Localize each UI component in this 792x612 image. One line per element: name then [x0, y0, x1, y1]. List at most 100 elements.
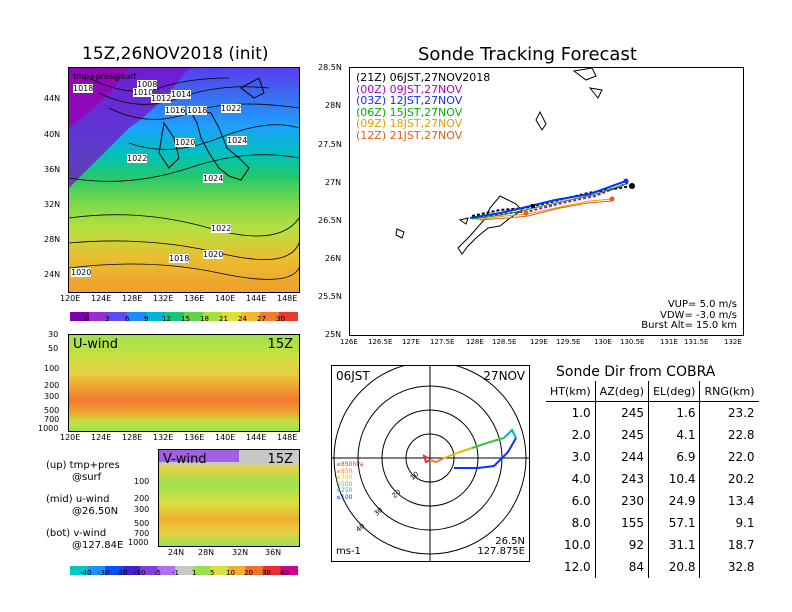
lat-label: 25N [325, 330, 342, 339]
lon-label: 148E [277, 294, 298, 303]
colorbar-swatch [105, 566, 124, 575]
legend-note-bot-line2: @127.84E [72, 540, 124, 551]
tracking-time-entry: (06Z) 15JST,27NOV [356, 105, 463, 119]
polar-level-entry: ≤100 [336, 493, 353, 501]
pressure-label: 200 [44, 381, 60, 390]
lat-label: 36N [44, 165, 61, 174]
table-cell: 1.0 [571, 406, 591, 420]
table-cell: 6.9 [648, 446, 700, 468]
table-cell: 243 [594, 468, 649, 490]
lon-label: 127.5E [430, 338, 455, 346]
colorbar-label: 24 [238, 315, 247, 323]
wind-colorbar-label: 5 [210, 569, 215, 577]
colorbar-swatch [184, 312, 204, 321]
colorbar-swatch [140, 566, 159, 575]
table-cell: 13.4 [699, 490, 759, 512]
colorbar-swatch [70, 566, 89, 575]
wind-colorbar-label: -40 [80, 569, 92, 577]
isobar-label: 1024 [203, 174, 224, 183]
tracking-time-entry: (09Z) 18JST,27NOV [356, 117, 463, 131]
table-row: 1.0 245 1.6 23.2 [546, 401, 759, 424]
temperature-colorbar [70, 306, 299, 321]
temperature-colorbar-swatches [70, 312, 299, 321]
lon-label: 120E [60, 433, 81, 442]
wind-colorbar-label: 40 [280, 569, 289, 577]
colorbar-swatch [157, 566, 176, 575]
lon-label: 136E [184, 294, 205, 303]
pressure-label: 700 [134, 529, 150, 538]
isobar-label: 1010 [133, 88, 154, 97]
polar-level-entry: ≥850hPa [336, 461, 364, 468]
pressure-label: 300 [134, 505, 150, 514]
colorbar-swatch [108, 312, 128, 321]
lon-label: 124E [91, 433, 112, 442]
table-cell: 2.0 [571, 428, 591, 442]
colorbar-label: 3 [105, 315, 110, 323]
lon-label: 126.5E [368, 338, 393, 346]
colorbar-swatch [70, 312, 90, 321]
isobar-label: 1020 [71, 268, 92, 277]
isobar-label: 1024 [227, 136, 248, 145]
pressure-label: 100 [134, 477, 150, 486]
colorbar-swatch [260, 312, 280, 321]
colorbar-label: 12 [162, 315, 171, 323]
isobar-label: 1020 [203, 250, 224, 259]
wind-colorbar-labels: -40 -30 -20 -10 -5 -1 1 5 10 20 30 40 [70, 569, 298, 579]
legend-note-mid-line2: @26.50N [72, 506, 119, 517]
polar-lat: 26.5N [495, 536, 525, 547]
colorbar-label: 0 [85, 315, 90, 323]
lat-label: 27.5N [318, 140, 342, 149]
isobar-label: 1014 [171, 90, 192, 99]
tracking-map: (21Z) 06JST,27NOV2018 (00Z) 09JST,27NOV … [349, 67, 744, 336]
polar-lon: 127.875E [477, 546, 525, 557]
colorbar-swatch [89, 312, 109, 321]
legend-notes: (up) tmp+pres @surf (mid) u-wind @26.50N… [46, 460, 123, 552]
pressure-label: 1000 [128, 538, 149, 547]
table-cell: 84 [594, 556, 649, 578]
lon-label: 129E [530, 338, 548, 346]
isobar-label: 1012 [151, 94, 172, 103]
lon-label: 128E [122, 294, 143, 303]
tracking-map-canvas [395, 68, 635, 255]
wind-colorbar-label: 30 [262, 569, 271, 577]
colorbar-swatch [279, 312, 299, 321]
colorbar-swatch [210, 566, 229, 575]
colorbar-swatch [127, 312, 147, 321]
lon-label: 144E [246, 433, 267, 442]
tracking-time-legend: (21Z) 06JST,27NOV2018 (00Z) 09JST,27NOV … [356, 72, 490, 142]
lon-label: 148E [277, 433, 298, 442]
pressure-label: 500 [44, 406, 60, 415]
lon-label: 132E [153, 294, 174, 303]
polar-level-entry: ≤850 [336, 467, 353, 475]
lat-label: 28N [325, 101, 342, 110]
legend-note-bot-line1: (bot) v-wind [46, 528, 107, 539]
table-cell: 92 [594, 534, 649, 556]
table-row: 6.0 230 24.9 13.4 [546, 490, 759, 512]
isobar-label: 1016 [165, 106, 186, 115]
table-cell: 20.8 [648, 556, 700, 578]
isobar-label: 1018 [187, 106, 208, 115]
wind-colorbar [70, 560, 299, 575]
table-cell: 32.8 [699, 556, 759, 578]
table-cell: 244 [594, 446, 649, 468]
sonde-dir-title: Sonde Dir from COBRA [556, 364, 716, 380]
lon-label: 140E [215, 433, 236, 442]
table-cell: 245 [594, 401, 649, 424]
tracking-title: Sonde Tracking Forecast [418, 44, 637, 65]
table-cell: 10.4 [648, 468, 700, 490]
table-cell: 230 [594, 490, 649, 512]
column-header: EL(deg) [648, 381, 700, 402]
table-cell: 1.6 [648, 401, 700, 424]
colorbar-swatch [280, 566, 299, 575]
lat-label: 32N [44, 200, 61, 209]
v-wind-title: V-wind [163, 452, 207, 467]
pressure-label: 200 [134, 494, 150, 503]
isobar-label: 1020 [175, 138, 196, 147]
table-cell: 12.0 [563, 560, 591, 574]
temperature-colorbar-labels: 0 3 6 9 12 15 18 21 24 27 30 [70, 315, 298, 325]
table-cell: 10.0 [563, 538, 591, 552]
polar-plot-canvas [332, 366, 529, 561]
colorbar-swatch [122, 566, 141, 575]
polar-location: 26.5N 127.875E [477, 537, 525, 557]
wind-colorbar-label: -10 [134, 569, 146, 577]
